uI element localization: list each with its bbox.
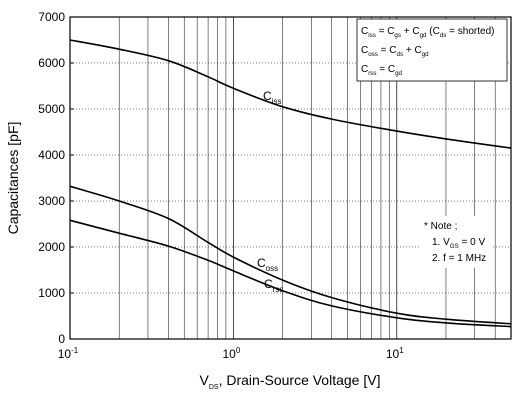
note-line: 2. f = 1 MHz bbox=[432, 253, 486, 264]
series-line-ciss bbox=[69, 39, 512, 149]
series-line-coss bbox=[69, 185, 512, 325]
x-tick-label: 10-1 bbox=[58, 346, 79, 361]
y-tick-label: 1000 bbox=[38, 286, 65, 300]
note-box-background bbox=[420, 216, 492, 268]
note-line: 1. VGS = 0 V bbox=[432, 237, 485, 250]
x-axis-title-sub: DS bbox=[209, 384, 219, 391]
series-label-coss: Coss bbox=[257, 256, 278, 273]
y-tick-label: 7000 bbox=[38, 10, 65, 24]
y-tick-label: 4000 bbox=[38, 148, 65, 162]
y-axis-title: Capacitances [pF] bbox=[5, 122, 21, 235]
x-tick-labels: 10-1 100 101 bbox=[58, 346, 404, 361]
legend-box-frame bbox=[356, 18, 508, 82]
x-axis-title: VDS, Drain-Source Voltage [V] bbox=[200, 372, 381, 391]
legend-line: Ciss = Cgs + Cgd (Cds = shorted) bbox=[361, 26, 494, 39]
x-axis-title-main: V bbox=[200, 372, 210, 388]
y-tick-label: 2000 bbox=[38, 240, 65, 254]
y-tick-label: 3000 bbox=[38, 194, 65, 208]
legend-line: Coss = Cds + Cgd bbox=[361, 45, 429, 58]
y-tick-labels: 0 1000 2000 3000 4000 5000 6000 7000 bbox=[38, 10, 74, 346]
curve-labels: Ciss Coss Crss bbox=[257, 89, 283, 294]
x-tick-label: 101 bbox=[386, 346, 404, 361]
note-box: * Note ; 1. VGS = 0 V 2. f = 1 MHz bbox=[420, 216, 492, 268]
grid bbox=[69, 17, 512, 339]
series-line-crss bbox=[69, 219, 512, 328]
y-tick-label: 0 bbox=[58, 332, 65, 346]
x-axis-title-rest: , Drain-Source Voltage [V] bbox=[219, 372, 381, 388]
series-label-ciss: Ciss bbox=[263, 89, 281, 106]
y-tick-label: 6000 bbox=[38, 56, 65, 70]
legend-box: Ciss = Cgs + Cgd (Cds = shorted) Coss = C… bbox=[356, 18, 508, 82]
y-tick-label: 5000 bbox=[38, 102, 65, 116]
note-line: * Note ; bbox=[424, 221, 457, 232]
x-tick-label: 100 bbox=[222, 346, 240, 361]
curves bbox=[69, 39, 512, 328]
legend-line: Crss = Cgd bbox=[361, 64, 403, 77]
plot-frame bbox=[69, 16, 512, 340]
series-label-crss: Crss bbox=[264, 277, 283, 294]
